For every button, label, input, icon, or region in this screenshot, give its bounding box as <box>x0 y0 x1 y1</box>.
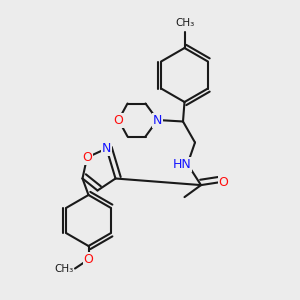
Text: O: O <box>82 151 92 164</box>
Text: HN: HN <box>173 158 191 171</box>
Text: CH₃: CH₃ <box>175 19 194 28</box>
Text: O: O <box>84 253 93 266</box>
Text: O: O <box>219 176 228 189</box>
Text: N: N <box>153 113 162 127</box>
Text: N: N <box>102 142 111 155</box>
Text: CH₃: CH₃ <box>54 263 74 274</box>
Text: O: O <box>114 113 123 127</box>
